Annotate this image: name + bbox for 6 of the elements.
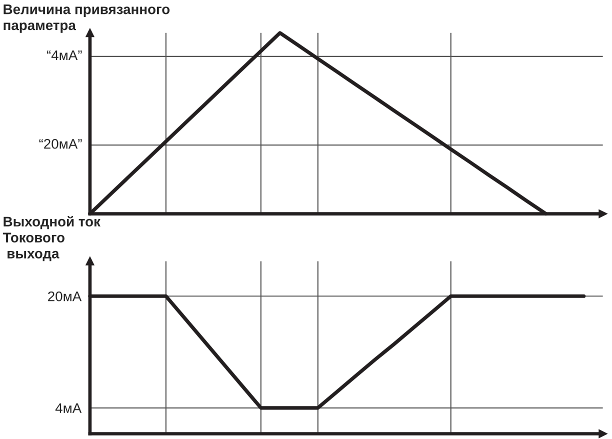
y-axis-title: Выходной ток Токового выхода — [2, 216, 100, 262]
ref-line-label: “4мА” — [46, 50, 82, 60]
y-tick-label: 20мА — [48, 291, 82, 302]
ref-line-label: “20мА” — [39, 138, 82, 149]
y-tick-label: 4мА — [55, 403, 82, 413]
y-axis-title: Величина привязанного параметра — [4, 4, 170, 33]
